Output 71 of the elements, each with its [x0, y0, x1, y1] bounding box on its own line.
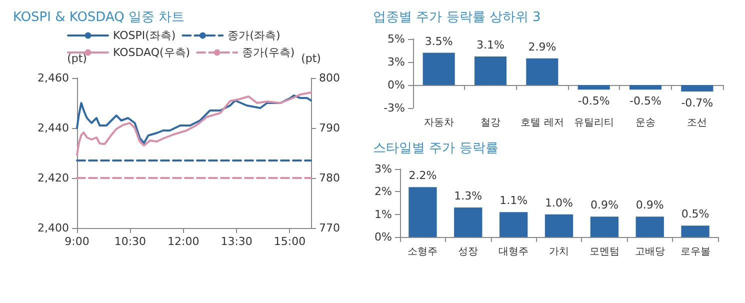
- data-label: 0.9%: [590, 198, 618, 212]
- y2-tick-label: 770: [319, 222, 340, 234]
- bar: [629, 85, 662, 90]
- bar: [681, 85, 714, 92]
- x-tick-label: 10:30: [114, 235, 146, 248]
- y-tick-label: 2%: [374, 185, 392, 198]
- y-tick-label: 1%: [374, 208, 392, 221]
- x-tick-label: 로우볼: [680, 246, 710, 258]
- y-tick-label: 2,440: [38, 122, 69, 134]
- data-label: 3.1%: [476, 38, 504, 52]
- x-tick-label: 고배당: [634, 246, 665, 258]
- chart-title: 업종별 주가 등락률 상하위 3: [373, 10, 541, 25]
- x-tick-label: 조선: [687, 118, 708, 128]
- legend-label: KOSDAQ(우측): [113, 46, 190, 59]
- x-tick-label: 12:00: [168, 235, 200, 248]
- bar: [578, 85, 610, 90]
- x-tick-label: 9:00: [64, 235, 90, 248]
- x-tick-label: 대형주: [498, 246, 529, 258]
- x-tick-label: 자동차: [424, 118, 454, 128]
- y-tick-label: 2,420: [38, 172, 69, 184]
- data-label: 1.1%: [500, 194, 528, 208]
- y2-tick-label: 790: [319, 122, 340, 134]
- bar: [544, 214, 574, 237]
- y-tick-label: 5%: [388, 32, 405, 46]
- bar: [681, 226, 710, 237]
- bar: [474, 56, 507, 85]
- y-tick-label: 3%: [388, 56, 405, 68]
- chart-title: 스타일별 주가 등락률: [373, 141, 498, 156]
- y2-tick-label: 780: [319, 172, 340, 184]
- x-tick-label: 유틸리티: [574, 118, 614, 128]
- data-label: 0.5%: [681, 208, 710, 221]
- y-tick-label: 2,460: [38, 72, 69, 84]
- y-axis-title: (pt): [67, 52, 87, 65]
- bar: [590, 216, 619, 237]
- bar: [422, 52, 455, 85]
- y2-tick-label: 800: [319, 72, 340, 84]
- line-series: [76, 92, 312, 156]
- legend-label: 종가(우측): [242, 46, 295, 59]
- x-tick-label: 운송: [636, 118, 656, 128]
- data-label: 0.9%: [636, 198, 664, 212]
- line-series: [76, 94, 312, 144]
- data-label: -0.5%: [630, 94, 662, 108]
- data-label: 1.0%: [545, 196, 573, 210]
- bar: [636, 216, 664, 237]
- data-label: 3.5%: [424, 34, 453, 48]
- x-tick-label: 15:00: [274, 235, 306, 248]
- data-label: 1.3%: [454, 190, 482, 203]
- y-tick-label: 0%: [388, 78, 405, 92]
- bar: [526, 58, 558, 85]
- y-tick-label: 3%: [374, 162, 392, 176]
- y-tick-label: -3%: [384, 102, 405, 114]
- y2-axis-title: (pt): [301, 52, 321, 65]
- chart-title: KOSPI & KOSDAQ 일중 차트: [13, 10, 185, 25]
- x-tick-label: 소형주: [408, 246, 438, 258]
- data-label: 2.2%: [408, 169, 437, 182]
- bar: [408, 187, 437, 237]
- x-tick-label: 철강: [480, 118, 500, 128]
- legend-label: 종가(좌측): [228, 29, 280, 42]
- data-label: 2.9%: [528, 40, 556, 54]
- data-label: -0.5%: [578, 94, 610, 108]
- bar: [499, 212, 528, 237]
- legend-label: KOSPI(좌측): [113, 29, 176, 42]
- x-tick-label: 가치: [549, 246, 569, 258]
- x-tick-label: 모멘텀: [589, 246, 620, 258]
- data-label: -0.7%: [681, 96, 714, 110]
- x-tick-label: 성장: [458, 246, 478, 258]
- x-tick-label: 호텔 레저: [520, 118, 564, 128]
- y-tick-label: 2,400: [38, 222, 69, 234]
- y-tick-label: 0%: [374, 230, 392, 244]
- bar: [454, 208, 482, 237]
- x-tick-label: 13:30: [220, 235, 252, 248]
